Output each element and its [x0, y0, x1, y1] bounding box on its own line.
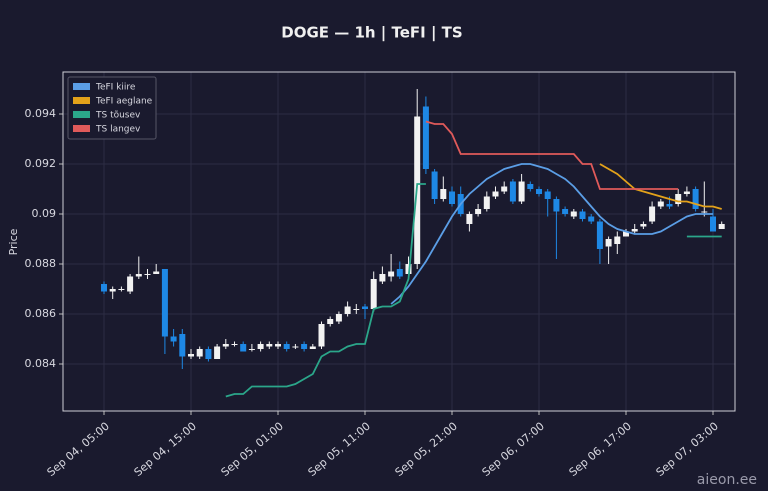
candle-body	[231, 344, 238, 345]
y-tick-label: 0.084	[25, 357, 57, 370]
candle-body	[509, 181, 516, 202]
candle-body	[553, 199, 560, 212]
line-series	[425, 120, 679, 190]
candle-body	[283, 344, 290, 349]
candle-body	[588, 216, 595, 222]
candle-body	[309, 346, 316, 349]
candle-body	[614, 236, 621, 244]
candle-body	[257, 344, 264, 349]
legend-swatch	[73, 125, 90, 132]
line-series	[599, 163, 722, 210]
candle-body	[222, 344, 229, 347]
candle-body	[596, 221, 603, 249]
candle-body	[544, 191, 551, 199]
legend-swatch	[73, 97, 90, 104]
candle-body	[153, 271, 160, 274]
candle-body	[118, 289, 125, 290]
candle-body	[623, 231, 629, 237]
candle-body	[318, 324, 325, 347]
candle-body	[205, 349, 212, 359]
candle-body	[527, 184, 534, 189]
candle-body	[161, 269, 168, 337]
candle-body	[144, 274, 151, 275]
y-tick-label: 0.094	[25, 107, 57, 120]
y-tick-label: 0.09	[32, 207, 57, 220]
candle-body	[179, 334, 186, 357]
candle-body	[631, 229, 638, 232]
candle-body	[483, 196, 490, 209]
candle-body	[579, 211, 586, 219]
candle-body	[449, 191, 455, 204]
candle-body	[501, 186, 508, 192]
candle-body	[396, 269, 403, 277]
candle-body	[188, 354, 194, 357]
y-axis-label: Price	[7, 228, 20, 255]
candle-body	[422, 106, 429, 169]
candle-body	[710, 216, 716, 232]
candle-body	[666, 204, 673, 207]
candle-body	[675, 194, 682, 204]
candle-body	[405, 264, 412, 274]
candle-body	[266, 344, 273, 347]
candle-body	[379, 274, 386, 282]
chart-title: DOGE — 1h | TeFI | TS	[281, 24, 462, 43]
candle-body	[518, 181, 525, 202]
legend-label: TS langev	[95, 125, 141, 135]
plot-frame	[62, 71, 736, 412]
candle-body	[101, 284, 107, 292]
watermark: aieon.ee	[697, 472, 757, 488]
legend: TeFI kiire TeFI aeglane TS tõusev TS langev	[67, 76, 157, 140]
candle-body	[570, 211, 577, 217]
candle-body	[388, 271, 395, 277]
candle-body	[475, 209, 482, 214]
candle-body	[562, 209, 569, 214]
candle-body	[335, 314, 342, 322]
candle-body	[683, 191, 690, 194]
line-series	[390, 163, 713, 305]
candle-body	[440, 189, 447, 199]
legend-label: TeFI kiire	[95, 83, 136, 93]
plot-area	[63, 72, 735, 411]
candle-body	[370, 279, 377, 309]
candle-body	[214, 346, 221, 359]
line-series	[225, 183, 722, 398]
candle-body	[718, 224, 725, 229]
candle-body	[292, 346, 299, 348]
candle-body	[701, 211, 708, 213]
candle-body	[344, 306, 351, 314]
candle-body	[640, 224, 647, 227]
candle-body	[240, 344, 247, 352]
candle-body	[248, 349, 255, 350]
candle-body	[649, 206, 656, 222]
legend-swatch	[73, 111, 90, 118]
candle-body	[605, 239, 612, 247]
y-tick-label: 0.088	[25, 257, 57, 270]
candle-body	[275, 344, 281, 347]
candle-body	[196, 349, 203, 357]
candle-body	[301, 344, 308, 349]
candle-body	[135, 274, 142, 277]
legend-box	[67, 76, 157, 140]
candle-body	[692, 189, 699, 209]
candle-body	[353, 309, 360, 310]
legend-swatch	[73, 83, 90, 90]
y-tick-label: 0.086	[25, 307, 57, 320]
y-tick-label: 0.092	[25, 157, 57, 170]
candle-body	[657, 201, 664, 207]
candle-body	[170, 336, 177, 342]
candle-body	[362, 306, 368, 309]
candle-body	[327, 319, 334, 324]
legend-label: TS tõusev	[95, 111, 141, 121]
candle-body	[431, 171, 438, 199]
candle-body	[109, 289, 116, 292]
candle-body	[466, 214, 473, 224]
candle-body	[536, 189, 542, 194]
candle-body	[492, 191, 499, 197]
legend-label: TeFI aeglane	[95, 97, 153, 107]
candle-body	[127, 276, 134, 292]
